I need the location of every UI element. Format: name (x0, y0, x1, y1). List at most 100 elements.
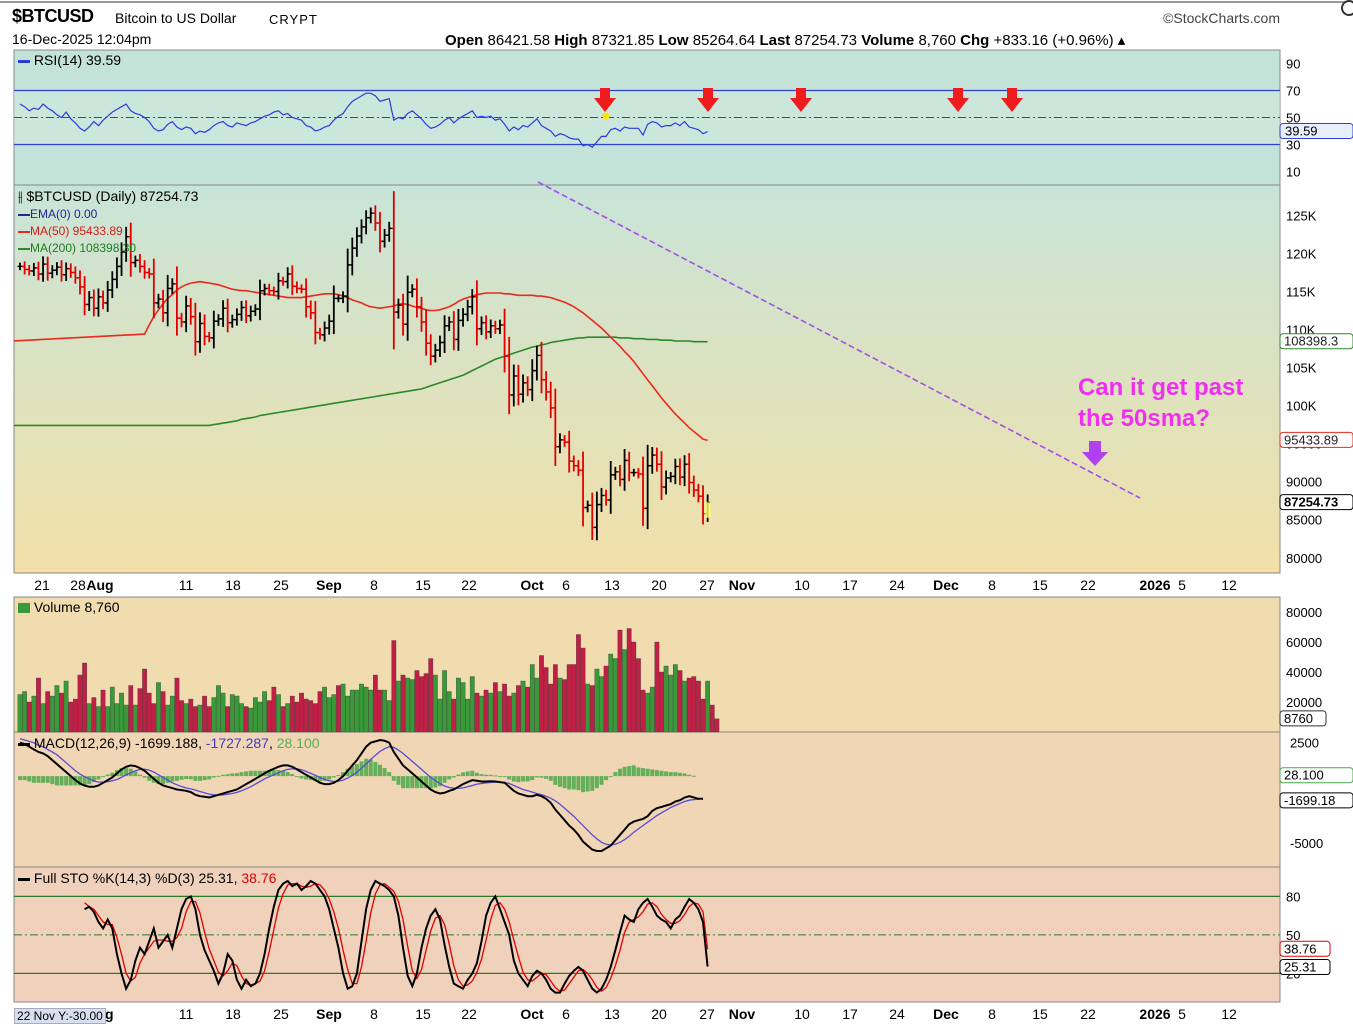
volume-bar (539, 655, 544, 733)
volume-bar (534, 677, 540, 733)
rsi-legend-swatch (18, 59, 30, 63)
macd-hist-bar (622, 766, 627, 777)
macd-hist-bar (221, 774, 226, 777)
date-tick: 18 (225, 577, 241, 593)
macd-hist-bar (170, 776, 175, 782)
volume-bar (396, 680, 401, 733)
macd-hist-bar (401, 776, 406, 789)
date-tick: 17 (842, 577, 858, 593)
volume-bar (266, 700, 272, 733)
macd-hist-bar (461, 772, 466, 777)
macd-hist-bar (654, 770, 659, 777)
volume-value: 8,760 (918, 32, 956, 49)
volume-bar (636, 658, 641, 733)
ma50-swatch (18, 230, 30, 233)
volume-bar (488, 692, 494, 733)
volume-bar (649, 686, 655, 733)
volume-bar (119, 692, 124, 733)
macd-hist-bar (27, 776, 32, 782)
macd-hist-bar (101, 776, 106, 778)
macd-hist-bar (396, 776, 401, 785)
volume-bar (437, 698, 443, 733)
macd-hist-bar (50, 776, 55, 785)
volume-bar (220, 692, 226, 733)
macd-hist-bar (299, 776, 304, 779)
volume-bar (682, 680, 687, 733)
volume-bar (202, 695, 207, 733)
ma200-swatch (18, 247, 30, 250)
volume-bar (68, 701, 74, 733)
macd-hist-bar (82, 776, 87, 785)
macd-hist-bar (184, 776, 189, 780)
macd-hist-bar (239, 772, 244, 777)
macd-hist-bar (442, 776, 447, 783)
date-tick: 8 (370, 1006, 378, 1022)
macd-hist-bar (68, 776, 73, 786)
macd-value-box (1279, 792, 1353, 809)
low-value: 85264.64 (692, 32, 756, 49)
date-tick: Nov (729, 1006, 756, 1022)
volume-bar (109, 686, 115, 733)
macd-hist-bar (474, 772, 479, 777)
price-title: ⫲ $BTCUSD (Daily) 87254.73 (18, 188, 199, 204)
date-tick: 5 (1178, 1006, 1186, 1022)
macd-hist-bar (428, 776, 433, 789)
volume-bar (22, 691, 27, 733)
macd-hist-bar (571, 776, 576, 790)
date-tick: Nov (729, 577, 756, 593)
volume-value-box (1279, 710, 1327, 727)
date-tick: Dec (933, 1006, 959, 1022)
volume-bar (405, 677, 411, 733)
date-tick: 22 (1080, 1006, 1096, 1022)
date-tick: 22 (1080, 577, 1096, 593)
volume-bar (257, 701, 263, 733)
volume-bar (456, 677, 461, 733)
crosshair-readout: 22 Nov Y:-30.00 (14, 1008, 106, 1024)
volume-bar (313, 703, 318, 733)
open-label: Open (445, 32, 484, 49)
macd-hist-bar (36, 776, 41, 783)
volume-bar (308, 700, 314, 733)
price-tick: 100K (1286, 399, 1317, 414)
volume-bar (96, 706, 101, 733)
volume-bar (382, 689, 387, 733)
macd-hist-bar (234, 773, 239, 777)
macd-hist-bar (202, 776, 207, 781)
date-tick: 15 (1032, 1006, 1048, 1022)
volume-bar (377, 689, 383, 733)
volume-bar (700, 698, 706, 733)
macd-hist-bar (691, 775, 696, 777)
volume-bar (451, 698, 457, 733)
volume-bar (349, 689, 355, 733)
macd-hist-bar (364, 758, 369, 777)
volume-bar (169, 695, 175, 733)
volume-bar (465, 698, 471, 733)
volume-bar (45, 691, 51, 733)
volume-tick: 40000 (1286, 665, 1322, 680)
date-tick: 21 (34, 577, 50, 593)
macd-hist-bar (345, 768, 350, 777)
rsi-tick: 10 (1286, 165, 1300, 180)
date-tick: 22 (461, 1006, 477, 1022)
volume-bar (659, 671, 664, 733)
price-label: 87254.73 (1284, 495, 1338, 510)
volume-bar (428, 658, 434, 733)
volume-bars (17, 628, 720, 733)
volume-bar (654, 641, 660, 733)
volume-bar (77, 674, 83, 733)
volume-bar (668, 674, 674, 733)
price-label-box (1279, 333, 1353, 350)
volume-bar (133, 704, 138, 733)
volume-bar (460, 682, 466, 733)
macd-hist-bar (470, 770, 475, 777)
volume-bar (303, 698, 309, 733)
volume-bar (211, 697, 217, 733)
macd-hist-bar (405, 776, 410, 789)
macd-hist-bar (22, 776, 27, 781)
date-tick: 2026 (1139, 1006, 1170, 1022)
macd-hist-bar (267, 770, 272, 777)
volume-bar (165, 704, 171, 733)
price-tick: 80000 (1286, 551, 1322, 566)
macd-hist-bar (659, 770, 664, 777)
